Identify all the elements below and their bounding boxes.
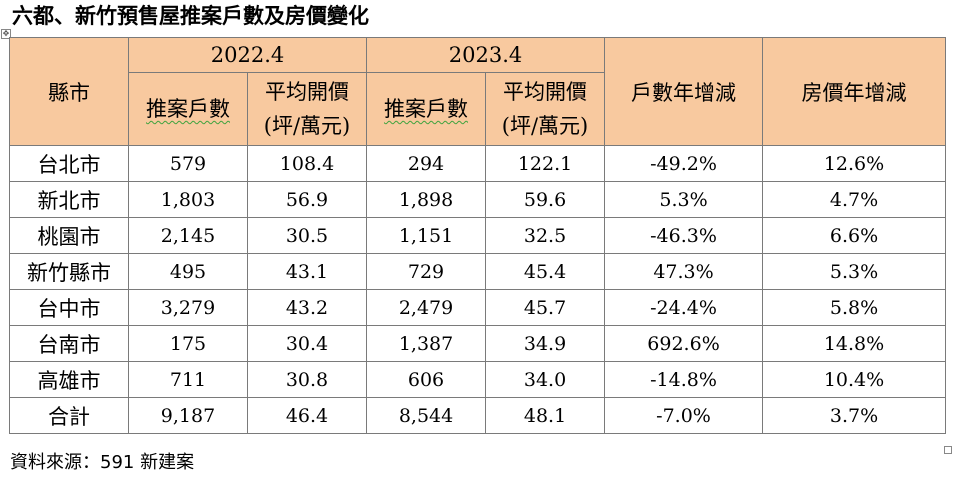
cell-price-2023: 32.5 bbox=[485, 217, 606, 254]
cell-units-2022: 711 bbox=[128, 361, 248, 398]
cell-city: 桃園市 bbox=[9, 217, 129, 254]
cell-units-2022: 2,145 bbox=[128, 217, 248, 254]
cell-price-yoy: 14.8% bbox=[762, 325, 947, 362]
table-row: 台中市 3,279 43.2 2,479 45.7 -24.4% 5.8% bbox=[9, 289, 947, 326]
cell-units-yoy: -14.8% bbox=[604, 361, 764, 398]
header-units-2022: 推案戶數 bbox=[128, 72, 248, 146]
cell-units-yoy: 692.6% bbox=[604, 325, 764, 362]
table-row: 新竹縣市 495 43.1 729 45.4 47.3% 5.3% bbox=[9, 253, 947, 290]
cell-price-2022: 30.8 bbox=[246, 361, 368, 398]
table-row: 台南市 175 30.4 1,387 34.9 692.6% 14.8% bbox=[9, 325, 947, 362]
cell-units-2022: 1,803 bbox=[128, 181, 248, 218]
move-handle-icon[interactable]: ✥ bbox=[1, 29, 11, 39]
cell-units-2023: 8,544 bbox=[366, 397, 487, 434]
cell-units-yoy: -49.2% bbox=[604, 145, 764, 182]
cell-units-2022: 3,279 bbox=[128, 289, 248, 326]
cell-price-2022: 30.4 bbox=[246, 325, 368, 362]
cell-price-2023: 34.9 bbox=[485, 325, 606, 362]
header-price-line1: 平均開價 bbox=[265, 80, 349, 104]
header-units-label: 推案戶數 bbox=[146, 97, 230, 121]
cell-price-2023: 48.1 bbox=[485, 397, 606, 434]
cell-city: 新北市 bbox=[9, 181, 129, 218]
header-price-line1: 平均開價 bbox=[503, 80, 588, 104]
cell-price-2022: 30.5 bbox=[246, 217, 368, 254]
cell-price-2022: 43.1 bbox=[246, 253, 368, 290]
cell-units-2023: 729 bbox=[366, 253, 487, 290]
housing-table: 縣市 2022.4 2023.4 戶數年增減 房價年增減 推案戶數 平均開價 (坪… bbox=[9, 37, 947, 434]
cell-price-yoy: 6.6% bbox=[762, 217, 947, 254]
cell-price-2022: 108.4 bbox=[246, 145, 368, 182]
cell-units-2023: 2,479 bbox=[366, 289, 487, 326]
cell-units-2023: 294 bbox=[366, 145, 487, 182]
cell-price-yoy: 10.4% bbox=[762, 361, 947, 398]
cell-units-yoy: 47.3% bbox=[604, 253, 764, 290]
cell-units-2022: 175 bbox=[128, 325, 248, 362]
cell-units-2023: 1,151 bbox=[366, 217, 487, 254]
cell-price-yoy: 5.3% bbox=[762, 253, 947, 290]
resize-handle-icon[interactable] bbox=[944, 446, 952, 454]
cell-units-yoy: -46.3% bbox=[604, 217, 764, 254]
header-price-2023: 平均開價 (坪/萬元) bbox=[485, 72, 606, 146]
header-units-2023: 推案戶數 bbox=[366, 72, 487, 146]
source-note: 資料來源：591 新建案 bbox=[10, 452, 195, 473]
header-period-2023: 2023.4 bbox=[366, 37, 606, 73]
header-period-2022: 2022.4 bbox=[127, 37, 368, 73]
header-price-yoy: 房價年增減 bbox=[762, 37, 947, 146]
cell-price-yoy: 3.7% bbox=[762, 397, 947, 434]
cell-units-2022: 9,187 bbox=[128, 397, 248, 434]
cell-price-2023: 34.0 bbox=[485, 361, 606, 398]
header-units-label: 推案戶數 bbox=[384, 97, 469, 121]
table-row: 高雄市 711 30.8 606 34.0 -14.8% 10.4% bbox=[9, 361, 947, 398]
header-price-line2: (坪/萬元) bbox=[263, 114, 351, 138]
cell-price-2023: 45.4 bbox=[485, 253, 606, 290]
cell-units-yoy: -24.4% bbox=[604, 289, 764, 326]
cell-price-2022: 43.2 bbox=[246, 289, 368, 326]
cell-city: 台南市 bbox=[9, 325, 129, 362]
page-title: 六都、新竹預售屋推案戶數及房價變化 bbox=[12, 3, 369, 28]
cell-price-2022: 56.9 bbox=[246, 181, 368, 218]
header-city: 縣市 bbox=[9, 37, 129, 146]
cell-units-2022: 495 bbox=[128, 253, 248, 290]
cell-units-2023: 1,387 bbox=[366, 325, 487, 362]
header-price-2022: 平均開價 (坪/萬元) bbox=[246, 72, 368, 146]
header-price-line2: (坪/萬元) bbox=[501, 114, 589, 138]
cell-price-yoy: 5.8% bbox=[762, 289, 947, 326]
table-row-total: 合計 9,187 46.4 8,544 48.1 -7.0% 3.7% bbox=[9, 397, 947, 434]
cell-price-2023: 59.6 bbox=[485, 181, 606, 218]
cell-price-2022: 46.4 bbox=[246, 397, 368, 434]
cell-city: 台中市 bbox=[9, 289, 129, 326]
cell-price-2023: 45.7 bbox=[485, 289, 606, 326]
cell-city: 台北市 bbox=[9, 145, 129, 182]
table-row: 桃園市 2,145 30.5 1,151 32.5 -46.3% 6.6% bbox=[9, 217, 947, 254]
cell-price-yoy: 4.7% bbox=[762, 181, 947, 218]
cell-units-2023: 1,898 bbox=[366, 181, 487, 218]
cell-units-2022: 579 bbox=[128, 145, 248, 182]
cell-price-2023: 122.1 bbox=[485, 145, 606, 182]
cell-city: 新竹縣市 bbox=[9, 253, 129, 290]
cell-price-yoy: 12.6% bbox=[762, 145, 947, 182]
cell-units-yoy: 5.3% bbox=[604, 181, 764, 218]
cell-units-2023: 606 bbox=[366, 361, 487, 398]
header-units-yoy: 戶數年增減 bbox=[604, 37, 764, 146]
cell-units-yoy: -7.0% bbox=[604, 397, 764, 434]
cell-city: 高雄市 bbox=[9, 361, 129, 398]
table-row: 台北市 579 108.4 294 122.1 -49.2% 12.6% bbox=[9, 145, 947, 182]
table-row: 新北市 1,803 56.9 1,898 59.6 5.3% 4.7% bbox=[9, 181, 947, 218]
cell-city: 合計 bbox=[9, 397, 129, 434]
